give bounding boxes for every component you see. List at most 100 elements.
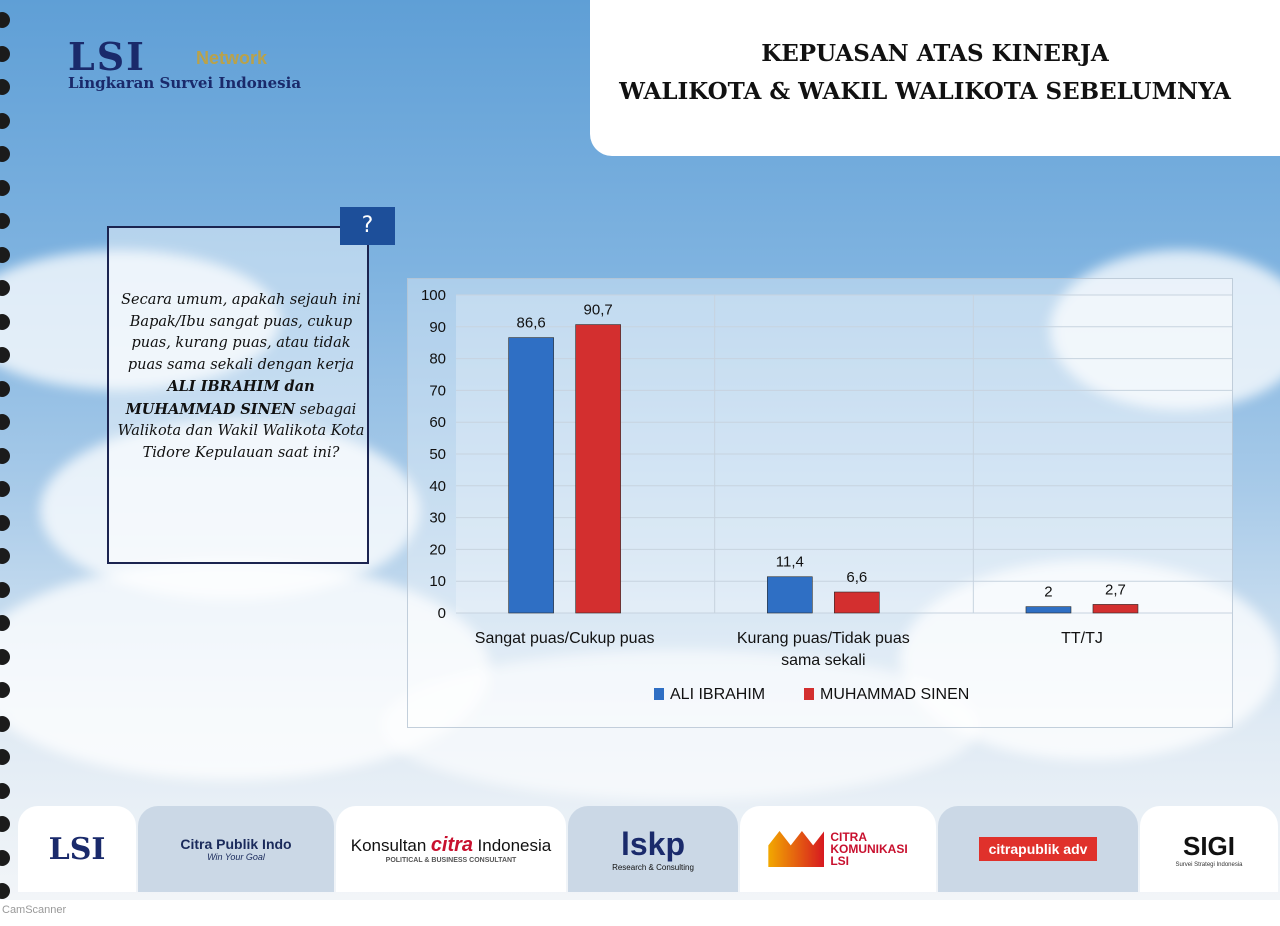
footer-logo-lsi-text: LSI: [48, 831, 106, 867]
slide-page: LSI Network Lingkaran Survei Indonesia K…: [0, 0, 1280, 900]
question-text: Secara umum, apakah sejauh ini Bapak/Ibu…: [112, 290, 370, 464]
y-tick-label: 50: [429, 446, 446, 463]
binding-hole: [0, 146, 10, 162]
x-category-label: Sangat puas/Cukup puas: [475, 630, 655, 647]
y-tick-label: 40: [429, 478, 446, 495]
legend-entry: MUHAMMAD SINEN: [820, 686, 969, 703]
bar-ali-ibrahim: [508, 337, 554, 614]
binding-hole: [0, 12, 10, 28]
footer-logo-ck-line1: CITRA: [830, 830, 867, 844]
footer-logo-konsultan-wrap: Konsultan citra Indonesia POLITICAL & BU…: [351, 834, 552, 864]
footer-logo-citrapublik-adv-text: citrapublik adv: [978, 837, 1098, 861]
x-category-label: Kurang puas/Tidak puas: [737, 630, 910, 647]
binding-hole: [0, 849, 10, 866]
logo-subtitle: Lingkaran Survei Indonesia: [68, 74, 302, 92]
footer-logo-sigi: SIGI Survei Strategi Indonesia: [1140, 806, 1278, 892]
binding-hole: [0, 280, 10, 296]
binding-hole: [0, 213, 10, 229]
bar-ali-ibrahim: [767, 576, 813, 614]
logo-brand: LSI: [68, 34, 146, 79]
data-label: 2: [1044, 584, 1052, 601]
binding-hole: [0, 581, 10, 598]
data-label: 90,7: [584, 302, 613, 319]
binding-hole: [0, 715, 10, 732]
y-tick-label: 10: [429, 573, 446, 590]
legend-entry: ALI IBRAHIM: [670, 686, 765, 703]
legend-swatch: [654, 688, 664, 700]
binding-hole: [0, 648, 10, 665]
binding-hole: [0, 112, 10, 129]
bar-muhammad-sinen: [834, 591, 880, 614]
cloud-decoration: [1050, 250, 1280, 410]
binding-hole: [0, 347, 10, 363]
chart-area: 0 10 20 30 40 50 60 70 80 90 100 86,6 90,7 Sangat pua…: [407, 278, 1233, 728]
binding-hole: [0, 380, 10, 397]
y-tick-label: 90: [429, 319, 446, 336]
logo-network: Network: [196, 48, 268, 68]
binding-hole: [0, 414, 10, 430]
footer-logo-citra-text: citra: [430, 834, 474, 856]
binding-hole: [0, 79, 10, 95]
footer-logo-lskp-text: lskp: [620, 826, 685, 862]
binding-hole: [0, 615, 10, 631]
binding-hole: [0, 45, 10, 62]
question-text-part2: sebagai Walikota dan Wakil Walikota Kota…: [117, 401, 365, 461]
binding-hole: [0, 179, 10, 196]
x-category-label: TT/TJ: [1061, 630, 1103, 647]
bar-muhammad-sinen: [1092, 604, 1139, 614]
footer-logo-konsultan-tagline: POLITICAL & BUSINESS CONSULTANT: [385, 857, 517, 864]
crown-icon: [768, 831, 825, 867]
footer-logo-sigi-text: SIGI: [1182, 830, 1235, 861]
question-mark-icon: ?: [340, 207, 395, 245]
page-title-line2: WALIKOTA & WAKIL WALIKOTA SEBELUMNYA: [619, 78, 1231, 105]
binding-hole: [0, 514, 10, 531]
data-label: 6,6: [846, 569, 867, 586]
binding-hole: [0, 816, 10, 832]
binding-hole: [0, 246, 10, 263]
footer-logo-citra-publik: Citra Publik Indo Win Your Goal: [138, 806, 334, 892]
footer-logo-konsultan-citra: Konsultan citra Indonesia POLITICAL & BU…: [336, 806, 566, 892]
footer-logo-konsultan-text: Konsultan: [350, 836, 427, 855]
footer-logo-lskp-tagline: Research & Consulting: [612, 863, 694, 872]
data-label: 86,6: [517, 315, 546, 332]
title-box: KEPUASAN ATAS KINERJA WALIKOTA & WAKIL W…: [590, 0, 1280, 156]
spiral-binding: [0, 0, 16, 900]
y-tick-label: 80: [429, 351, 446, 368]
y-tick-label: 60: [429, 414, 446, 431]
footer-logo-lsi: LSI: [18, 806, 136, 892]
y-tick-label: 70: [429, 382, 446, 399]
footer-logo-citra-publik-text: Citra Publik Indo: [180, 836, 292, 852]
binding-hole: [0, 782, 10, 799]
binding-hole: [0, 481, 10, 497]
binding-hole: [0, 682, 10, 698]
footer-logo-citra-publik-text-wrap: Citra Publik Indo Win Your Goal: [180, 836, 291, 862]
footer-logo-citrapublik-adv: citrapublik adv: [938, 806, 1138, 892]
footer-logo-lskp: lskp Research & Consulting: [568, 806, 738, 892]
x-category-label: sama sekali: [781, 652, 865, 669]
y-tick-label: 0: [438, 605, 446, 622]
data-label: 2,7: [1105, 581, 1126, 598]
legend-swatch: [804, 688, 814, 700]
binding-hole: [0, 883, 10, 899]
binding-hole: [0, 313, 10, 330]
question-text-part1: Secara umum, apakah sejauh ini Bapak/Ibu…: [121, 292, 361, 373]
lsi-network-logo: LSI Network Lingkaran Survei Indonesia: [68, 34, 318, 94]
footer-logos: LSI Citra Publik Indo Win Your Goal Kons…: [0, 800, 1280, 900]
footer-logo-lskp-wrap: lskp Research & Consulting: [612, 826, 694, 872]
page-title-line1: KEPUASAN ATAS KINERJA: [761, 40, 1109, 67]
footer-logo-ck-line3: LSI: [830, 854, 849, 868]
question-text-bold: ALI IBRAHIM dan MUHAMMAD SINEN: [125, 378, 315, 418]
binding-hole: [0, 749, 10, 765]
binding-hole: [0, 548, 10, 564]
footer-logo-sigi-tagline: Survei Strategi Indonesia: [1175, 861, 1243, 868]
y-tick-label: 30: [429, 510, 446, 527]
cloud-decoration: [380, 650, 980, 800]
data-label: 11,4: [776, 554, 804, 571]
footer-logo-sigi-wrap: SIGI Survei Strategi Indonesia: [1175, 831, 1242, 868]
footer-logo-citra-komunikasi: CITRA KOMUNIKASI LSI: [740, 806, 936, 892]
footer-logo-citra-komunikasi-wrap: CITRA KOMUNIKASI LSI: [830, 831, 907, 867]
y-tick-label: 100: [421, 287, 446, 304]
y-tick-label: 20: [429, 541, 446, 558]
question-box: [107, 226, 369, 564]
cloud-decoration: [0, 250, 280, 390]
